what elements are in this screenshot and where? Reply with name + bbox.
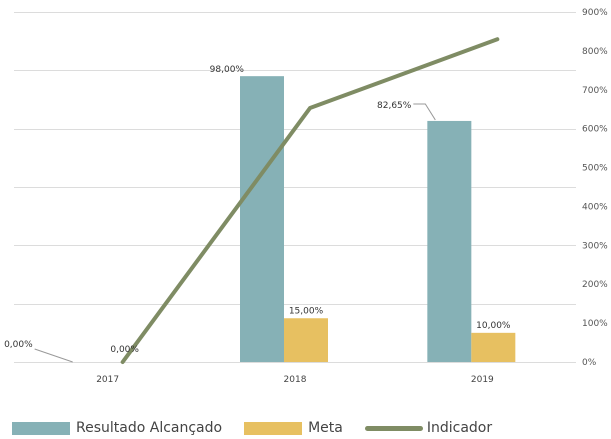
- data-label-resultado: 0,00%: [4, 340, 33, 350]
- bar-resultado: [427, 120, 472, 362]
- legend-label-resultado: Resultado Alcançado: [76, 420, 223, 436]
- x-axis-tick-label: 2017: [96, 375, 119, 385]
- data-label-meta: 10,00%: [476, 321, 511, 331]
- bars: [240, 76, 516, 363]
- legend-swatch-indicador: [364, 425, 423, 431]
- bar-meta: [471, 332, 516, 362]
- legend-label-indicador: Indicador: [426, 420, 493, 436]
- data-label-resultado: 82,65%: [377, 101, 412, 111]
- right-axis-tick-label: 800%: [582, 47, 608, 57]
- x-axis-tick-label: 2018: [284, 375, 307, 385]
- indicator-line-layer: [120, 37, 500, 364]
- bar-meta: [284, 318, 328, 362]
- data-label-leader: [413, 103, 436, 121]
- right-axis-tick-label: 600%: [582, 125, 608, 135]
- bar-resultado: [240, 76, 284, 363]
- right-axis-tick-label: 900%: [582, 8, 608, 18]
- data-label-meta: 0,00%: [110, 345, 139, 355]
- right-axis-tick-label: 0%: [582, 358, 597, 368]
- data-label-leader: [34, 348, 73, 363]
- x-axis-tick-label: 2019: [471, 375, 494, 385]
- axis-labels: 0% 100% 200% 300% 400% 500% 600% 700% 800% 900% 20…: [96, 8, 608, 385]
- legend-label-meta: Meta: [308, 420, 343, 436]
- right-axis-tick-label: 500%: [582, 164, 608, 174]
- data-labels: 0,00% 0,00% 98,00% 15,00% 82,65% 10,00%: [4, 65, 511, 363]
- right-axis-tick-label: 100%: [582, 319, 608, 329]
- legend-swatch-resultado: [12, 421, 70, 435]
- right-axis-tick-label: 400%: [582, 202, 608, 212]
- right-axis-tick-label: 300%: [582, 241, 608, 251]
- legend-item-indicador: Indicador: [364, 420, 493, 436]
- legend: Resultado Alcançado Meta Indicador: [12, 418, 514, 438]
- legend-item-meta: Meta: [244, 420, 343, 436]
- right-axis-tick-label: 200%: [582, 280, 608, 290]
- data-label-meta: 15,00%: [289, 306, 324, 316]
- data-label-resultado: 98,00%: [210, 65, 245, 75]
- legend-item-resultado: Resultado Alcançado: [12, 420, 222, 436]
- right-axis-tick-label: 700%: [582, 86, 608, 96]
- legend-swatch-meta: [244, 421, 303, 435]
